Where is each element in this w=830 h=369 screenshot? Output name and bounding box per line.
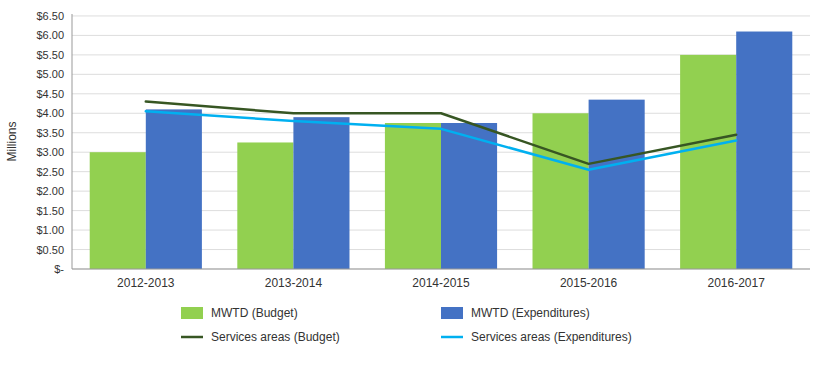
legend-swatch [181, 336, 203, 339]
y-tick-label: $0.50 [36, 244, 64, 256]
legend-swatch [181, 307, 203, 319]
x-axis-line [72, 269, 810, 270]
bar [680, 55, 736, 269]
grid-line [72, 15, 810, 16]
legend: MWTD (Budget) MWTD (Expenditures) Services… [181, 306, 632, 344]
plot-marks [90, 32, 793, 269]
grid-line [72, 269, 810, 270]
y-tick-label: $2.50 [36, 166, 64, 178]
bar [293, 117, 349, 269]
legend-label: Services areas (Expenditures) [471, 330, 632, 344]
bar [385, 123, 441, 269]
bar [533, 113, 589, 269]
y-tick-label: $6.50 [36, 10, 64, 22]
x-tick-label: 2013-2014 [265, 276, 323, 290]
bar [90, 152, 146, 269]
y-axis-line [72, 14, 73, 269]
x-tick-label: 2016-2017 [708, 276, 766, 290]
y-tick-label: $4.50 [36, 88, 64, 100]
y-tick-label: $6.00 [36, 29, 64, 41]
y-tick-label: $3.50 [36, 127, 64, 139]
bar [146, 109, 202, 269]
legend-label: MWTD (Expenditures) [471, 306, 590, 320]
line [146, 111, 736, 169]
legend-label: MWTD (Budget) [211, 306, 298, 320]
bar [736, 32, 792, 269]
bar [589, 100, 645, 269]
x-tick-label: 2012-2013 [117, 276, 175, 290]
y-tick-label: $1.00 [36, 224, 64, 236]
y-tick-label: $- [54, 263, 64, 275]
y-tick-label: $2.00 [36, 185, 64, 197]
line [146, 102, 736, 164]
x-tick-label: 2014-2015 [412, 276, 470, 290]
legend-label: Services areas (Budget) [211, 330, 340, 344]
y-tick-label: $5.50 [36, 49, 64, 61]
bar [237, 142, 293, 269]
legend-swatch [441, 307, 463, 319]
grid-line [72, 35, 810, 36]
y-tick-label: $1.50 [36, 205, 64, 217]
y-tick-label: $3.00 [36, 146, 64, 158]
legend-swatch [441, 336, 463, 339]
y-axis-label: Millions [5, 121, 19, 161]
x-tick-label: 2015-2016 [560, 276, 618, 290]
y-tick-label: $4.00 [36, 107, 64, 119]
grid [72, 16, 810, 269]
y-tick-label: $5.00 [36, 68, 64, 80]
chart: $- $0.50 $1.00 $1.50 $2.00 $2.50 $3.00 $3.50 $4.… [0, 0, 830, 369]
bar [441, 123, 497, 269]
